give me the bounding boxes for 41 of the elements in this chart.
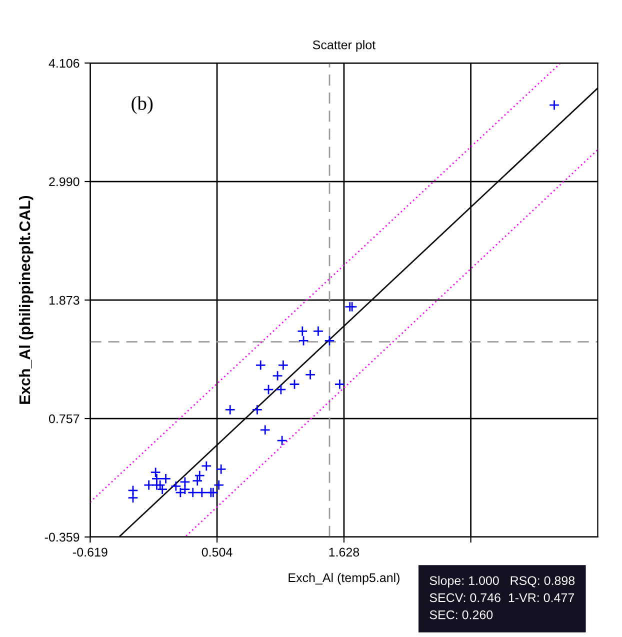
point <box>150 466 161 478</box>
x-axis-title: Exch_Al (temp5.anl) <box>288 572 400 585</box>
point <box>298 335 309 346</box>
y-tick-label: 0.757 <box>48 414 80 424</box>
point <box>276 384 286 395</box>
point <box>188 487 198 498</box>
point <box>170 480 182 492</box>
text: Slope: 1.000 RSQ: 0.898 SECV: 0.746 1-VR: 0.477 SEC: 0.260 <box>430 576 575 620</box>
chart-title: Scatter plot <box>312 40 376 52</box>
point <box>128 485 138 496</box>
point <box>180 476 190 488</box>
point <box>297 326 308 337</box>
point <box>260 424 270 436</box>
point <box>276 435 288 446</box>
y-tick-label: 1.873 <box>49 296 80 305</box>
point <box>312 326 324 337</box>
point <box>548 100 560 110</box>
point <box>224 404 236 416</box>
point <box>196 487 208 498</box>
point <box>201 460 212 472</box>
point <box>324 335 335 346</box>
point <box>216 464 226 475</box>
point <box>252 404 263 416</box>
point <box>346 301 358 312</box>
y-tick-label: -0.359 <box>44 532 80 542</box>
x-tick-label: 0.504 <box>202 548 232 557</box>
point <box>272 370 283 382</box>
point <box>263 384 274 395</box>
point <box>289 378 300 390</box>
point <box>278 360 289 370</box>
y-tick-label: 2.990 <box>49 177 80 186</box>
point <box>255 360 266 370</box>
x-tick-label: 1.628 <box>329 548 360 557</box>
x-tick-label: -0.619 <box>73 548 108 557</box>
y-tick-label: 4.106 <box>48 58 80 68</box>
point <box>143 480 154 490</box>
annotation: (b) <box>132 96 153 114</box>
point <box>334 378 346 390</box>
point <box>128 492 138 504</box>
point <box>304 369 316 380</box>
y-axis-title: Exch_Al (philippinecplt.CAL) <box>18 196 34 404</box>
